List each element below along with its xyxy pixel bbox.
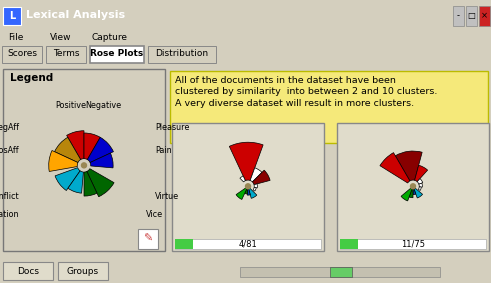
Text: Lexical Analysis: Lexical Analysis (26, 10, 125, 20)
Text: -: - (457, 11, 460, 20)
Wedge shape (395, 151, 422, 181)
Text: Capture: Capture (92, 33, 128, 42)
FancyBboxPatch shape (170, 71, 488, 143)
Text: NegAff: NegAff (0, 123, 19, 132)
Wedge shape (67, 131, 84, 160)
FancyBboxPatch shape (453, 6, 464, 26)
Wedge shape (380, 153, 410, 183)
Text: □: □ (467, 11, 475, 20)
Text: File: File (8, 33, 24, 42)
Wedge shape (90, 153, 113, 168)
Text: Virtue: Virtue (155, 192, 179, 201)
FancyBboxPatch shape (175, 239, 193, 249)
Wedge shape (401, 188, 412, 201)
Wedge shape (87, 137, 113, 162)
Text: Cooperation: Cooperation (0, 210, 19, 219)
Wedge shape (252, 170, 270, 185)
Circle shape (82, 163, 86, 168)
Text: ×: × (481, 11, 488, 20)
Wedge shape (254, 184, 257, 188)
Wedge shape (49, 151, 78, 171)
FancyBboxPatch shape (148, 46, 216, 63)
Text: 4/81: 4/81 (239, 240, 257, 249)
Wedge shape (247, 189, 250, 195)
Text: Terms: Terms (53, 49, 79, 58)
Wedge shape (55, 137, 81, 162)
FancyBboxPatch shape (3, 262, 53, 280)
Wedge shape (245, 189, 248, 194)
Text: Rose Plots: Rose Plots (90, 49, 144, 58)
Wedge shape (248, 188, 257, 198)
FancyBboxPatch shape (46, 46, 86, 63)
Text: View: View (50, 33, 72, 42)
FancyBboxPatch shape (337, 123, 489, 251)
FancyBboxPatch shape (466, 6, 477, 26)
Wedge shape (409, 189, 413, 198)
Text: Pain: Pain (155, 146, 172, 155)
Text: Scores: Scores (7, 49, 37, 58)
Wedge shape (414, 165, 428, 182)
Text: Groups: Groups (67, 267, 99, 276)
Text: Distribution: Distribution (156, 49, 209, 58)
FancyBboxPatch shape (175, 239, 321, 249)
Wedge shape (419, 183, 422, 187)
FancyBboxPatch shape (3, 7, 21, 25)
Text: Positive: Positive (55, 101, 86, 110)
Text: Pleasure: Pleasure (155, 123, 190, 132)
FancyBboxPatch shape (2, 46, 42, 63)
Wedge shape (84, 171, 97, 196)
Circle shape (410, 184, 415, 189)
Text: Legend: Legend (10, 73, 53, 83)
Wedge shape (55, 168, 80, 190)
Text: PosAff: PosAff (0, 146, 19, 155)
FancyBboxPatch shape (340, 239, 358, 249)
Wedge shape (87, 169, 114, 197)
FancyBboxPatch shape (138, 229, 158, 249)
FancyBboxPatch shape (90, 46, 144, 63)
Wedge shape (229, 142, 263, 181)
Text: Docs: Docs (17, 267, 39, 276)
Wedge shape (68, 171, 83, 193)
FancyBboxPatch shape (3, 69, 165, 251)
FancyBboxPatch shape (172, 123, 324, 251)
Text: Vice: Vice (145, 210, 163, 219)
FancyBboxPatch shape (330, 267, 352, 277)
Text: ✎: ✎ (143, 234, 153, 244)
FancyBboxPatch shape (240, 267, 440, 277)
FancyBboxPatch shape (340, 239, 486, 249)
Wedge shape (253, 187, 256, 191)
Wedge shape (84, 133, 100, 160)
Circle shape (246, 184, 250, 189)
FancyBboxPatch shape (58, 262, 108, 280)
Wedge shape (417, 179, 423, 184)
Wedge shape (236, 188, 247, 200)
Text: Negative: Negative (85, 101, 121, 110)
Wedge shape (414, 188, 423, 198)
Text: 11/75: 11/75 (401, 240, 425, 249)
Wedge shape (250, 168, 262, 182)
Wedge shape (413, 189, 416, 195)
Wedge shape (418, 187, 421, 190)
Wedge shape (240, 176, 246, 182)
Text: L: L (9, 11, 15, 21)
FancyBboxPatch shape (479, 6, 490, 26)
Text: Conflict: Conflict (0, 192, 19, 201)
Text: All of the documents in the dataset have been
clustered by similarity  into betw: All of the documents in the dataset have… (175, 76, 437, 108)
